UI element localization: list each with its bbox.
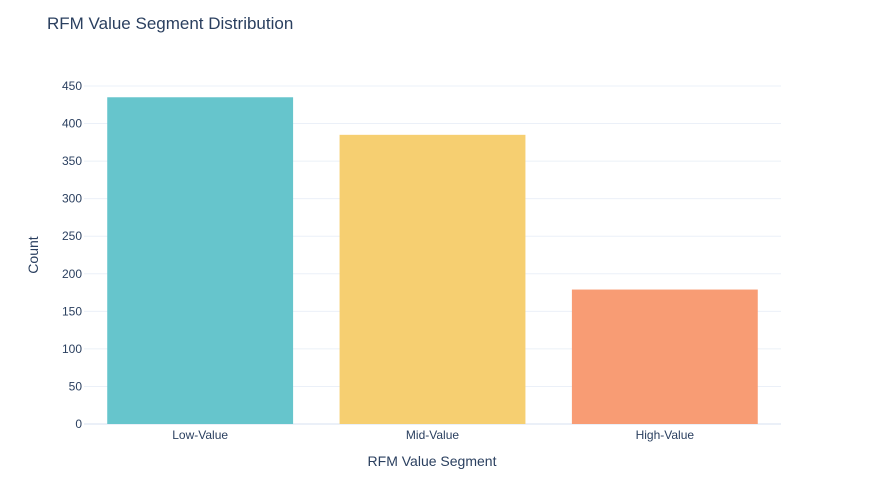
y-tick-label: 450 [62,79,82,93]
x-axis-title: RFM Value Segment [368,453,497,469]
y-tick-label: 250 [62,229,82,243]
x-tick-label: Low-Value [172,428,228,442]
bar-mid-value[interactable] [339,134,526,425]
x-tick-label: Mid-Value [406,428,459,442]
y-tick-label: 200 [62,267,82,281]
chart-title: RFM Value Segment Distribution [47,14,293,33]
y-axis-ticks: 0 50 100 150 200 250 300 350 400 450 [62,79,82,431]
y-tick-label: 100 [62,342,82,356]
y-axis-title: Count [25,236,41,273]
y-tick-label: 400 [62,117,82,131]
bar-high-value[interactable] [571,289,758,424]
y-tick-label: 150 [62,304,82,318]
y-tick-label: 50 [69,379,83,393]
x-tick-label: High-Value [636,428,695,442]
bar-low-value[interactable] [107,97,294,425]
y-tick-label: 300 [62,192,82,206]
bars [107,97,758,425]
y-tick-label: 350 [62,154,82,168]
y-tick-label: 0 [75,417,82,431]
x-axis-ticks: Low-Value Mid-Value High-Value [172,428,694,442]
